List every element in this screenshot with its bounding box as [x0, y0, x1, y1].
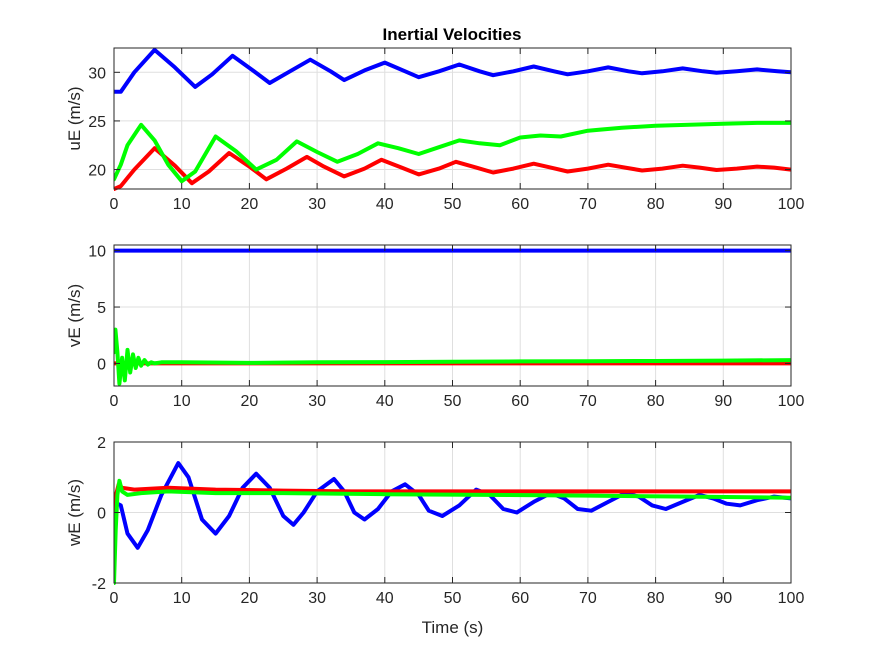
x-tick-label: 40	[376, 393, 394, 410]
x-tick-label: 70	[579, 393, 597, 410]
subplot-2: 0 10 20 30 40 50 60 70 80 90 100 0 5 10 vE (m/s)	[65, 244, 804, 410]
y-tick-label: 30	[88, 65, 106, 82]
y-tick-label: -2	[92, 576, 106, 593]
y-tick-label: 2	[97, 435, 106, 452]
x-axis-label: Time (s)	[422, 618, 484, 637]
y-tick-label: 25	[88, 114, 106, 131]
x-tick-label: 70	[579, 196, 597, 213]
x-tick-label: 80	[647, 590, 665, 607]
x-tick-label: 50	[444, 393, 462, 410]
y-axis-label: uE (m/s)	[65, 86, 84, 150]
x-tick-label: 80	[647, 196, 665, 213]
x-tick-label: 40	[376, 196, 394, 213]
x-tick-label: 100	[778, 393, 805, 410]
x-tick-label: 0	[110, 590, 119, 607]
x-tick-label: 70	[579, 590, 597, 607]
x-tick-label: 60	[511, 196, 529, 213]
x-tick-label: 20	[241, 590, 259, 607]
series-line-3	[114, 327, 791, 386]
x-tick-label: 30	[308, 393, 326, 410]
x-tick-label: 30	[308, 590, 326, 607]
x-tick-label: 80	[647, 393, 665, 410]
x-tick-label: 30	[308, 196, 326, 213]
y-tick-label: 20	[88, 163, 106, 180]
x-tick-label: 20	[241, 196, 259, 213]
x-tick-label: 0	[110, 196, 119, 213]
x-tick-label: 10	[173, 196, 191, 213]
y-tick-label: 10	[88, 244, 106, 261]
x-tick-label: 90	[714, 393, 732, 410]
x-tick-label: 60	[511, 590, 529, 607]
x-tick-label: 10	[173, 393, 191, 410]
y-tick-label: 5	[97, 300, 106, 317]
x-tick-label: 100	[778, 590, 805, 607]
x-tick-label: 0	[110, 393, 119, 410]
y-tick-label: 0	[97, 356, 106, 373]
x-tick-label: 60	[511, 393, 529, 410]
series-line-1	[114, 47, 791, 94]
x-tick-label: 40	[376, 590, 394, 607]
x-tick-label: 50	[444, 590, 462, 607]
x-tick-label: 100	[778, 196, 805, 213]
x-tick-label: 50	[444, 196, 462, 213]
y-tick-label: 0	[97, 506, 106, 523]
x-tick-label: 20	[241, 393, 259, 410]
x-tick-label: 90	[714, 590, 732, 607]
y-axis-label: vE (m/s)	[65, 284, 84, 347]
x-tick-label: 10	[173, 590, 191, 607]
x-tick-label: 90	[714, 196, 732, 213]
series-line-3	[114, 478, 791, 585]
series-line-2	[114, 146, 791, 191]
y-axis-label: wE (m/s)	[65, 479, 84, 547]
series-line-3	[114, 120, 791, 184]
chart-title: Inertial Velocities	[383, 25, 522, 44]
